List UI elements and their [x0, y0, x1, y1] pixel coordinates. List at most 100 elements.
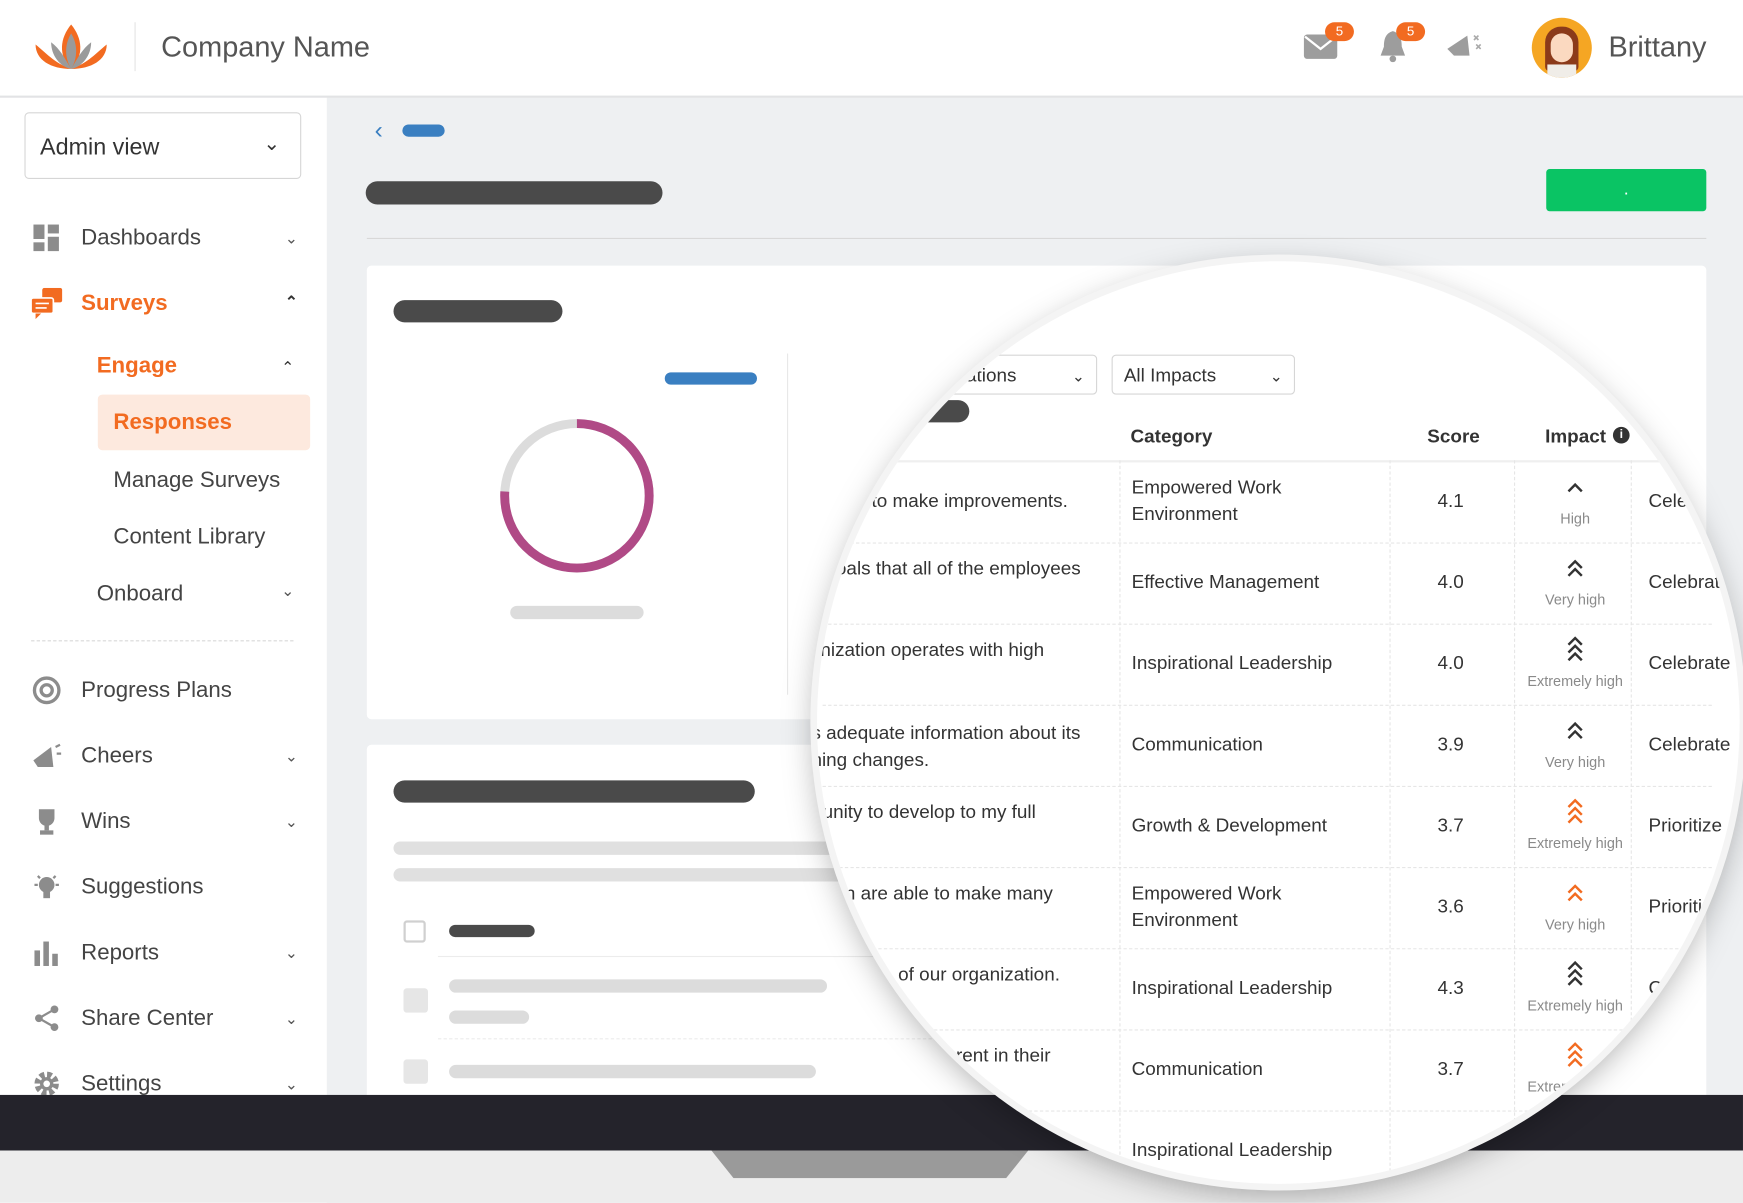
row-divider — [822, 1110, 1712, 1112]
chevron-down-icon: ⌄ — [281, 581, 295, 600]
sidebar-item-label: Reports — [81, 939, 159, 965]
text-placeholder — [393, 868, 861, 882]
breadcrumb-placeholder[interactable] — [402, 124, 445, 137]
score-value: 4.0 — [1437, 571, 1464, 593]
text-placeholder — [449, 1064, 816, 1079]
company-name: Company Name — [161, 30, 371, 64]
header-score[interactable]: Score — [1427, 425, 1480, 447]
question-text: oals that all of the employees — [835, 558, 1081, 580]
text-placeholder — [449, 1010, 530, 1024]
category-text: Empowered Work — [1131, 882, 1282, 904]
page-title-placeholder — [365, 181, 663, 205]
row-divider — [437, 955, 1217, 958]
question-text: nization operates with high — [820, 639, 1045, 661]
chevron-down-icon: ⌄ — [284, 812, 298, 830]
text-placeholder — [449, 979, 828, 993]
action-text: Prioritize — [1648, 814, 1723, 836]
sidebar-item-reports[interactable]: Reports ⌄ — [31, 930, 304, 974]
impact-label: High — [1560, 510, 1591, 527]
row-checkbox[interactable] — [403, 988, 428, 1013]
sidebar-sub-manage-surveys[interactable]: Manage Surveys — [113, 467, 281, 493]
sidebar-item-wins[interactable]: Wins ⌄ — [31, 799, 304, 843]
user-name[interactable]: Brittany — [1608, 30, 1707, 64]
impact-label: Extremely high — [1527, 672, 1623, 690]
triple-chevron-up-icon — [1567, 1042, 1583, 1067]
row-divider — [822, 948, 1712, 950]
view-select-value: Admin view — [40, 134, 160, 161]
row-checkbox[interactable] — [403, 1059, 428, 1084]
sidebar-item-progress-plans[interactable]: Progress Plans — [31, 668, 304, 712]
sidebar-item-cheers[interactable]: Cheers ⌄ — [31, 734, 304, 778]
lightbulb-icon — [31, 871, 62, 902]
chevron-up-icon — [1567, 482, 1583, 493]
cheers-megaphone-icon[interactable] — [1443, 29, 1485, 62]
mail-button[interactable]: 5 — [1303, 22, 1354, 60]
sidebar-item-suggestions[interactable]: Suggestions — [31, 865, 304, 909]
megaphone-icon — [31, 740, 62, 771]
category-text: Growth & Development — [1131, 814, 1327, 836]
avatar[interactable] — [1531, 17, 1592, 78]
primary-action-button[interactable]: . — [1546, 168, 1707, 212]
category-text: Inspirational Leadership — [1131, 977, 1333, 999]
action-text: Celebrate — [1648, 977, 1731, 999]
category-text: Effective Management — [1131, 571, 1320, 593]
link-placeholder[interactable] — [664, 372, 757, 385]
header-impact[interactable]: Impact — [1545, 425, 1607, 447]
action-text: Celebrate — [1648, 733, 1731, 755]
header-divider — [134, 22, 136, 72]
chevron-down-icon: ⌄ — [284, 1008, 298, 1027]
chevron-down-icon: ⌄ — [284, 228, 298, 247]
header-category[interactable]: Category — [1130, 425, 1213, 447]
impact-filter[interactable]: All Impacts ⌄ — [1111, 354, 1296, 395]
double-chevron-up-icon — [1567, 559, 1583, 577]
category-text: Environment — [1131, 503, 1238, 525]
trophy-icon — [31, 806, 62, 837]
title-divider — [366, 237, 1707, 239]
gear-icon — [31, 1068, 62, 1099]
impact-label: Very high — [1545, 753, 1606, 771]
action-text: Celebrate — [1648, 571, 1731, 593]
sidebar-sub-onboard[interactable]: Onboard — [96, 581, 184, 606]
question-text: s adequate information about its — [817, 722, 1081, 744]
column-divider — [1389, 460, 1391, 1184]
sidebar-sub-responses[interactable]: Responses — [97, 394, 311, 451]
sidebar-item-settings[interactable]: Settings ⌄ — [31, 1062, 304, 1106]
row-divider — [822, 623, 1712, 625]
question-text: to make improvements. — [871, 490, 1068, 512]
action-text: Celebrate — [1648, 490, 1731, 512]
back-chevron-icon[interactable]: ‹ — [374, 115, 383, 144]
sidebar-sub-content-library[interactable]: Content Library — [113, 524, 266, 550]
impact-label: Extremely high — [1527, 1078, 1623, 1095]
sidebar-item-dashboards[interactable]: Dashboards ⌄ — [31, 216, 304, 260]
sidebar-divider — [31, 640, 294, 642]
category-text: Communication — [1131, 733, 1263, 755]
sidebar-item-share-center[interactable]: Share Center ⌄ — [31, 996, 304, 1040]
notifications-button[interactable]: 5 — [1378, 22, 1426, 63]
score-value: 4.0 — [1437, 652, 1464, 674]
score-value: 3.7 — [1437, 1058, 1464, 1080]
recommendation-filter[interactable]: ations ⌄ — [844, 354, 1098, 395]
sidebar-sub-engage[interactable]: Engage — [96, 353, 178, 378]
chevron-down-icon: ⌄ — [284, 943, 298, 961]
view-select[interactable]: Admin view ⌄ — [24, 112, 302, 179]
column-header-placeholder — [847, 400, 970, 423]
sidebar-item-label: Surveys — [81, 290, 168, 316]
row-divider — [822, 704, 1712, 706]
select-all-checkbox[interactable] — [403, 920, 426, 943]
sidebar-item-surveys[interactable]: Surveys ⌃ — [31, 281, 304, 325]
row-divider — [822, 867, 1712, 869]
category-text: Inspirational Leadership — [1131, 652, 1333, 674]
sidebar-item-label: Share Center — [81, 1005, 214, 1030]
info-icon[interactable]: i — [1612, 426, 1630, 444]
top-header: Company Name 5 5 Brittany — [0, 0, 1743, 98]
chevron-up-icon: ⌃ — [284, 292, 298, 311]
category-text: Inspirational Leadership — [1131, 1139, 1333, 1161]
surveys-icon — [31, 287, 63, 320]
impact-label: Very high — [1545, 915, 1606, 933]
question-text: of our organization. — [898, 963, 1060, 985]
score-value: 3.9 — [1437, 733, 1464, 755]
progress-icon — [31, 675, 62, 706]
question-text: unity to develop to my full — [822, 801, 1036, 823]
row-divider — [822, 542, 1712, 544]
column-divider — [1119, 460, 1121, 1184]
